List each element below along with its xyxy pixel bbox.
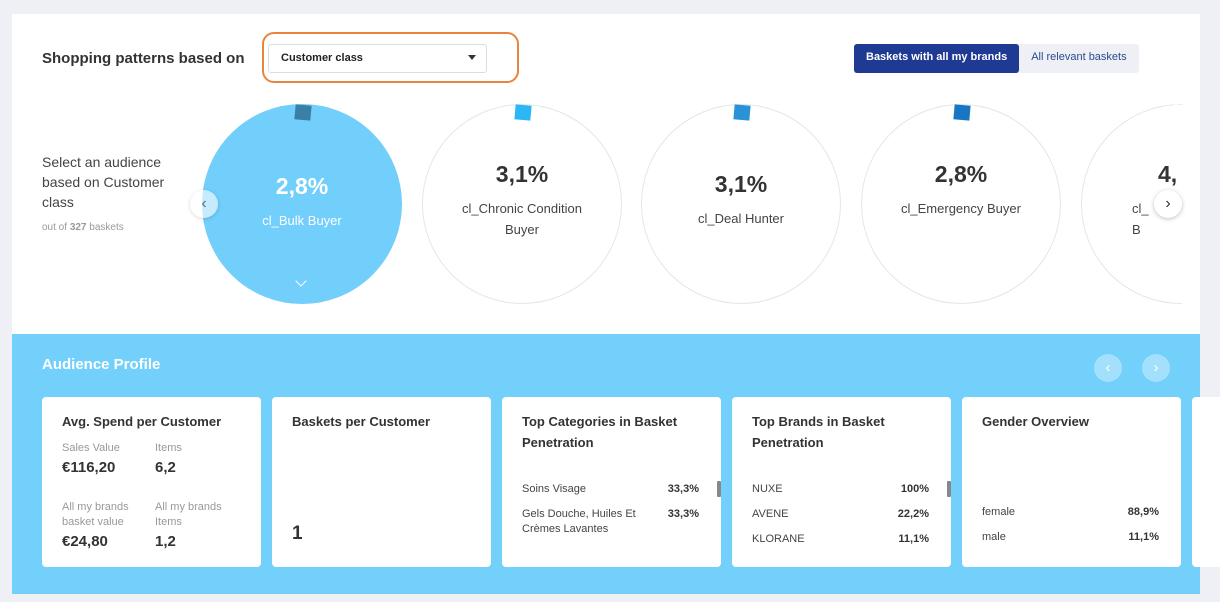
row-value: 33,3% [667, 483, 699, 495]
audience-label: cl_Emergency Buyer [901, 201, 1021, 216]
select-value: Customer class [281, 52, 363, 64]
audience-deal-hunter[interactable]: 3,1% cl_Deal Hunter [641, 104, 841, 304]
card-title: Baskets per Customer [292, 414, 430, 429]
row-name: AVENE [752, 508, 789, 520]
items-value: Items 6,2 [155, 441, 182, 475]
card-title: Gender Overview [982, 414, 1089, 429]
share-mark [1173, 104, 1182, 121]
profile-next-button[interactable]: › [1142, 354, 1170, 382]
card-top-brands: Top Brands in Basket Penetration NUXE 100… [732, 397, 951, 567]
row-name: Soins Visage [522, 483, 587, 495]
share-mark [294, 104, 312, 121]
card-title: Top Categories in Basket Penetration [522, 414, 678, 450]
card-gender: Gender Overview female 88,9% male 11,1% [962, 397, 1181, 567]
sales-value: Sales Value €116,20 [62, 441, 120, 475]
audience-emergency[interactable]: 2,8% cl_Emergency Buyer [861, 104, 1061, 304]
audience-pct: 4, [1158, 161, 1178, 187]
audience-pct: 2,8% [934, 161, 988, 187]
brand-value-amount: €24,80 [62, 533, 108, 550]
row-value: 88,9% [1127, 506, 1159, 518]
share-mark [514, 104, 532, 121]
row-value: 33,3% [667, 508, 699, 520]
card-baskets: Baskets per Customer 1 [272, 397, 491, 567]
row-value: 11,1% [1128, 531, 1159, 543]
pattern-select[interactable]: Customer class [268, 44, 487, 73]
brand-items-amount: 1,2 [155, 533, 176, 550]
list-item: NUXE 100% [752, 482, 929, 497]
audience-chronic[interactable]: 3,1% cl_Chronic Condition Buyer [422, 104, 622, 304]
carousel-next-button[interactable]: › [1154, 190, 1182, 218]
caret-down-icon [468, 55, 476, 60]
baskets-value: 1 [292, 523, 303, 544]
brand-items-value: All my brands Items 1,2 [155, 500, 243, 549]
count-prefix: out of [42, 222, 68, 233]
chevron-down-icon [295, 275, 307, 287]
card-title: Top Brands in Basket Penetration [752, 414, 885, 450]
audience-label: cl_Bulk Buyer [262, 213, 342, 228]
scrollbar[interactable] [947, 481, 951, 497]
audience-pct: 3,1% [714, 171, 768, 197]
card-partial [1192, 397, 1220, 567]
audience-hint: Select an audience based on Customer cla… [42, 152, 172, 238]
row-value: 100% [900, 483, 929, 495]
list-item: male 11,1% [982, 530, 1159, 545]
share-mark [953, 104, 971, 121]
page-title: Shopping patterns based on [42, 50, 245, 67]
toggle-all-my-brands[interactable]: Baskets with all my brands [854, 44, 1020, 73]
basket-count: out of 327 baskets [42, 218, 172, 238]
audience-label: cl_ B [1132, 201, 1149, 237]
list-item: female 88,9% [982, 505, 1159, 520]
row-value: 11,1% [898, 533, 929, 545]
audience-label: cl_Chronic Condition Buyer [462, 201, 582, 237]
card-avg-spend: Avg. Spend per Customer Sales Value €116,… [42, 397, 261, 567]
profile-prev-button[interactable]: ‹ [1094, 354, 1122, 382]
list-item: KLORANE 11,1% [752, 532, 929, 547]
list-item: Gels Douche, Huiles Et Crèmes Lavantes 33… [522, 507, 699, 537]
audience-pct: 2,8% [275, 173, 329, 199]
audience-carousel: 2,8% cl_Bulk Buyer 3,1% cl_Chronic Conditi… [202, 102, 1182, 307]
row-value: 22,2% [897, 508, 929, 520]
row-name: NUXE [752, 483, 783, 495]
row-name: KLORANE [752, 533, 805, 545]
toggle-all-relevant[interactable]: All relevant baskets [1031, 51, 1127, 63]
share-mark [733, 104, 751, 121]
items-label: Items [155, 442, 182, 454]
card-title: Avg. Spend per Customer [62, 414, 222, 429]
row-name: female [982, 506, 1016, 518]
scrollbar[interactable] [717, 481, 721, 497]
card-top-categories: Top Categories in Basket Penetration Soi… [502, 397, 721, 567]
list-item: AVENE 22,2% [752, 507, 929, 522]
select-highlight [262, 32, 519, 83]
count-suffix: baskets [89, 222, 124, 233]
hint-text: Select an audience based on Customer cla… [42, 154, 165, 210]
sales-label: Sales Value [62, 442, 120, 454]
row-name: male [982, 531, 1006, 543]
brand-value-label: All my brands basket value [62, 501, 129, 528]
items-amount: 6,2 [155, 459, 176, 476]
brand-basket-value: All my brands basket value €24,80 [62, 500, 150, 549]
count-value: 327 [69, 222, 87, 233]
basket-toggle: Baskets with all my brands All relevant … [854, 44, 1139, 73]
carousel-prev-button[interactable]: ‹ [190, 190, 218, 218]
audience-pct: 3,1% [495, 161, 549, 187]
sales-amount: €116,20 [62, 459, 116, 476]
shopping-patterns-panel: Shopping patterns based on Customer clas… [12, 14, 1200, 334]
section-title: Audience Profile [42, 356, 161, 373]
audience-profile-section: Audience Profile ‹ › Avg. Spend per Cust… [12, 334, 1220, 594]
audience-label: cl_Deal Hunter [698, 211, 784, 226]
brand-items-label: All my brands Items [155, 501, 222, 528]
list-item: Soins Visage 33,3% [522, 482, 699, 497]
row-name: Gels Douche, Huiles Et Crèmes Lavantes [522, 508, 636, 535]
audience-bulk-buyer[interactable]: 2,8% cl_Bulk Buyer [202, 104, 402, 304]
